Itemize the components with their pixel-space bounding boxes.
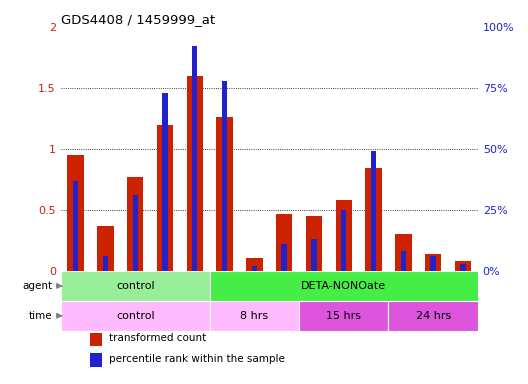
Text: percentile rank within the sample: percentile rank within the sample <box>109 354 285 364</box>
Text: DETA-NONOate: DETA-NONOate <box>301 281 386 291</box>
Text: GSM549093: GSM549093 <box>454 273 463 326</box>
Bar <box>336 200 352 271</box>
Bar <box>460 264 466 271</box>
Bar <box>90 333 102 346</box>
Bar <box>90 353 102 367</box>
Text: 8 hrs: 8 hrs <box>240 311 268 321</box>
Bar <box>97 226 114 271</box>
Text: GSM549087: GSM549087 <box>275 273 284 326</box>
Text: agent: agent <box>22 281 52 291</box>
Bar <box>133 195 138 271</box>
Text: GSM549086: GSM549086 <box>246 273 254 326</box>
Bar <box>276 214 293 271</box>
Bar <box>365 169 382 271</box>
Bar <box>389 301 478 331</box>
Bar <box>61 301 210 331</box>
Text: control: control <box>116 311 155 321</box>
Text: GSM549088: GSM549088 <box>305 273 314 326</box>
Bar <box>306 216 322 271</box>
Bar <box>186 76 203 271</box>
Bar <box>395 234 411 271</box>
Text: transformed count: transformed count <box>109 333 206 343</box>
Text: GSM549084: GSM549084 <box>186 273 195 326</box>
Text: 24 hrs: 24 hrs <box>416 311 451 321</box>
Text: GSM549090: GSM549090 <box>364 273 374 326</box>
Bar <box>157 124 173 271</box>
Text: time: time <box>29 311 52 321</box>
Bar <box>162 93 168 271</box>
Text: GSM549082: GSM549082 <box>126 273 135 326</box>
Text: GSM549089: GSM549089 <box>335 273 344 326</box>
Text: GSM549080: GSM549080 <box>67 273 76 326</box>
Bar <box>341 210 346 271</box>
Bar <box>127 177 144 271</box>
Text: 15 hrs: 15 hrs <box>326 311 361 321</box>
Bar <box>68 155 84 271</box>
Text: GSM549083: GSM549083 <box>156 273 165 326</box>
Bar <box>299 301 389 331</box>
Bar <box>210 271 478 301</box>
Bar <box>252 266 257 271</box>
Bar <box>210 301 299 331</box>
Bar <box>192 46 197 271</box>
Bar <box>430 257 436 271</box>
Bar <box>401 252 406 271</box>
Text: control: control <box>116 281 155 291</box>
Bar <box>222 81 227 271</box>
Bar <box>455 261 471 271</box>
Text: GDS4408 / 1459999_at: GDS4408 / 1459999_at <box>61 13 215 26</box>
Bar <box>281 244 287 271</box>
Bar <box>216 117 233 271</box>
Text: GSM549091: GSM549091 <box>394 273 403 326</box>
Text: GSM549081: GSM549081 <box>97 273 106 326</box>
Bar <box>61 271 210 301</box>
Text: GSM549092: GSM549092 <box>424 273 433 326</box>
Bar <box>103 257 108 271</box>
Bar <box>246 258 262 271</box>
Bar <box>312 239 317 271</box>
Bar <box>73 180 78 271</box>
Bar <box>371 151 376 271</box>
Bar <box>425 254 441 271</box>
Text: GSM549085: GSM549085 <box>215 273 224 326</box>
